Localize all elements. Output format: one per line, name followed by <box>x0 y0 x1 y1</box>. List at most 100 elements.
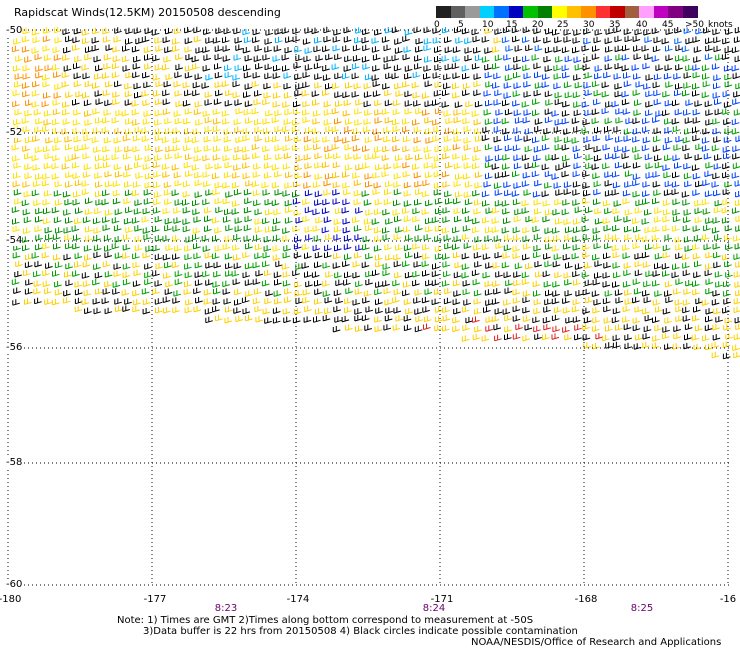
wind-barb <box>214 227 222 234</box>
wind-barb <box>694 154 703 161</box>
wind-barb <box>53 243 61 250</box>
wind-barb <box>111 242 120 250</box>
wind-barb <box>252 297 261 305</box>
wind-barb <box>564 55 573 63</box>
wind-barb <box>522 253 530 261</box>
wind-barb <box>545 154 553 161</box>
wind-barb <box>661 37 670 45</box>
lon-label-180: -180 <box>0 594 22 605</box>
wind-barb <box>245 314 253 322</box>
wind-barb <box>694 200 702 207</box>
wind-barb <box>142 207 151 215</box>
wind-barb <box>483 306 491 313</box>
wind-barb <box>421 296 430 304</box>
wind-barb <box>351 63 360 70</box>
wind-barb <box>41 100 50 108</box>
wind-barb <box>694 100 703 107</box>
wind-barb <box>404 90 413 98</box>
wind-barb <box>384 99 393 107</box>
wind-barb <box>53 254 61 261</box>
wind-barb <box>195 47 204 54</box>
wind-barb <box>513 279 521 287</box>
wind-barb <box>455 191 463 198</box>
wind-barb <box>94 117 103 124</box>
wind-barb <box>183 161 192 169</box>
wind-barb <box>364 73 373 81</box>
wind-barb <box>262 260 270 268</box>
wind-barb <box>523 189 532 196</box>
legend-swatch <box>566 6 582 18</box>
wind-barb <box>474 199 482 206</box>
wind-barb <box>73 72 82 80</box>
wind-barb <box>463 144 472 151</box>
wind-barb <box>263 82 272 90</box>
wind-barb <box>344 297 352 305</box>
wind-barb <box>563 181 572 188</box>
wind-barb <box>333 29 341 36</box>
wind-barb <box>584 89 593 97</box>
wind-barb <box>493 37 502 44</box>
wind-barb <box>472 316 480 323</box>
wind-barb <box>353 225 362 232</box>
wind-barb <box>162 36 171 44</box>
wind-barb <box>333 152 341 160</box>
wind-barb <box>35 173 43 180</box>
wind-barb <box>164 288 173 295</box>
wind-barb <box>472 333 481 341</box>
wind-barb <box>402 260 410 268</box>
wind-barb <box>282 163 291 170</box>
wind-barb <box>213 118 221 125</box>
wind-barb <box>361 56 370 63</box>
wind-barb <box>65 217 73 224</box>
wind-barb <box>292 316 301 324</box>
wind-barb <box>82 92 90 99</box>
wind-barb <box>443 145 452 152</box>
wind-barb <box>62 109 70 116</box>
wind-barb <box>222 197 231 205</box>
wind-barb <box>461 335 470 342</box>
wind-barb <box>513 234 521 241</box>
wind-barb <box>471 226 480 234</box>
wind-barb <box>604 233 613 241</box>
wind-barb <box>654 262 662 270</box>
wind-barb <box>713 45 722 53</box>
wind-barb <box>204 116 213 124</box>
wind-barb <box>682 144 690 152</box>
wind-barb <box>513 82 522 89</box>
wind-barb <box>622 197 631 205</box>
wind-barb <box>322 65 330 72</box>
wind-barb <box>365 306 374 313</box>
wind-barb <box>203 289 212 296</box>
wind-barb <box>23 227 31 234</box>
wind-barb <box>424 171 433 179</box>
wind-barb <box>615 108 623 115</box>
wind-barb <box>194 171 202 179</box>
wind-barb <box>672 125 681 133</box>
wind-barb <box>613 200 622 207</box>
wind-barb <box>431 270 440 278</box>
wind-barb <box>574 324 582 331</box>
wind-barb <box>442 227 450 234</box>
wind-barb <box>331 143 340 150</box>
wind-barb <box>632 173 641 180</box>
wind-barb <box>532 316 540 324</box>
wind-barb <box>232 244 240 251</box>
wind-barb <box>272 254 281 261</box>
wind-barb <box>184 253 193 261</box>
wind-barb <box>312 244 321 252</box>
wind-barb <box>652 335 660 342</box>
wind-barb <box>132 289 140 297</box>
wind-barb <box>462 73 470 80</box>
wind-barb <box>555 218 563 225</box>
wind-barb <box>594 207 602 215</box>
wind-barb <box>284 47 293 54</box>
wind-barb <box>95 98 104 105</box>
wind-barb <box>112 98 120 106</box>
wind-barb <box>272 307 281 314</box>
wind-barb <box>413 172 422 179</box>
wind-barb <box>622 190 631 197</box>
wind-barb <box>132 119 140 126</box>
wind-barb <box>273 82 282 89</box>
lon-label-171: -171 <box>430 594 454 605</box>
wind-barb <box>494 154 503 162</box>
